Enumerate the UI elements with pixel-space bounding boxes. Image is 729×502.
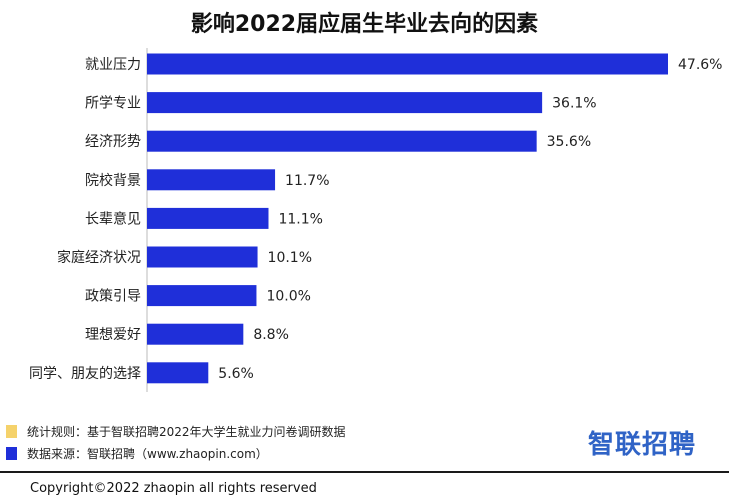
note-data-source-text: 数据来源：智联招聘（www.zhaopin.com） — [27, 446, 268, 461]
bar — [147, 246, 258, 268]
category-label: 理想爱好 — [85, 327, 141, 343]
bar — [147, 92, 543, 114]
value-label: 11.1% — [278, 211, 322, 227]
bar — [147, 362, 209, 384]
note-data-source: 数据来源：智联招聘（www.zhaopin.com） — [6, 442, 566, 464]
bar-chart: 就业压力所学专业经济形势院校背景长辈意见家庭经济状况政策引导理想爱好同学、朋友的… — [29, 48, 722, 392]
category-label: 长辈意见 — [85, 210, 141, 227]
category-label: 家庭经济状况 — [57, 249, 141, 266]
category-label: 同学、朋友的选择 — [29, 366, 141, 382]
yellow-square-icon — [6, 424, 17, 438]
note-stat-rule: 统计规则：基于智联招聘2022年大学生就业力问卷调研数据 — [6, 420, 566, 442]
note-stat-rule-text: 统计规则：基于智联招聘2022年大学生就业力问卷调研数据 — [27, 424, 346, 439]
blue-square-icon — [6, 446, 17, 460]
value-label: 10.0% — [266, 289, 310, 305]
value-label: 47.6% — [678, 57, 722, 73]
value-label: 36.1% — [552, 96, 596, 112]
value-label: 10.1% — [268, 250, 312, 266]
chart-notes: 统计规则：基于智联招聘2022年大学生就业力问卷调研数据 数据来源：智联招聘（w… — [6, 420, 566, 464]
value-label: 5.6% — [218, 366, 254, 382]
chart-title: 影响2022届应届生毕业去向的因素 — [190, 12, 539, 37]
bar — [147, 169, 276, 191]
bar — [147, 130, 537, 152]
category-label: 所学专业 — [85, 96, 141, 112]
footer: Copyright©2022 zhaopin all rights reserv… — [0, 471, 729, 502]
category-label: 就业压力 — [85, 57, 141, 73]
category-label: 经济形势 — [85, 134, 141, 150]
value-label: 8.8% — [253, 327, 289, 343]
bar — [147, 323, 244, 345]
copyright-text: Copyright©2022 zhaopin all rights reserv… — [30, 481, 317, 496]
category-label: 政策引导 — [85, 288, 141, 305]
bar — [147, 207, 269, 229]
value-label: 11.7% — [285, 173, 329, 189]
zhaopin-logo: 智联招聘 — [588, 430, 697, 460]
bar — [147, 53, 668, 75]
value-label: 35.6% — [547, 134, 591, 150]
bar — [147, 285, 257, 307]
category-label: 院校背景 — [85, 172, 141, 189]
